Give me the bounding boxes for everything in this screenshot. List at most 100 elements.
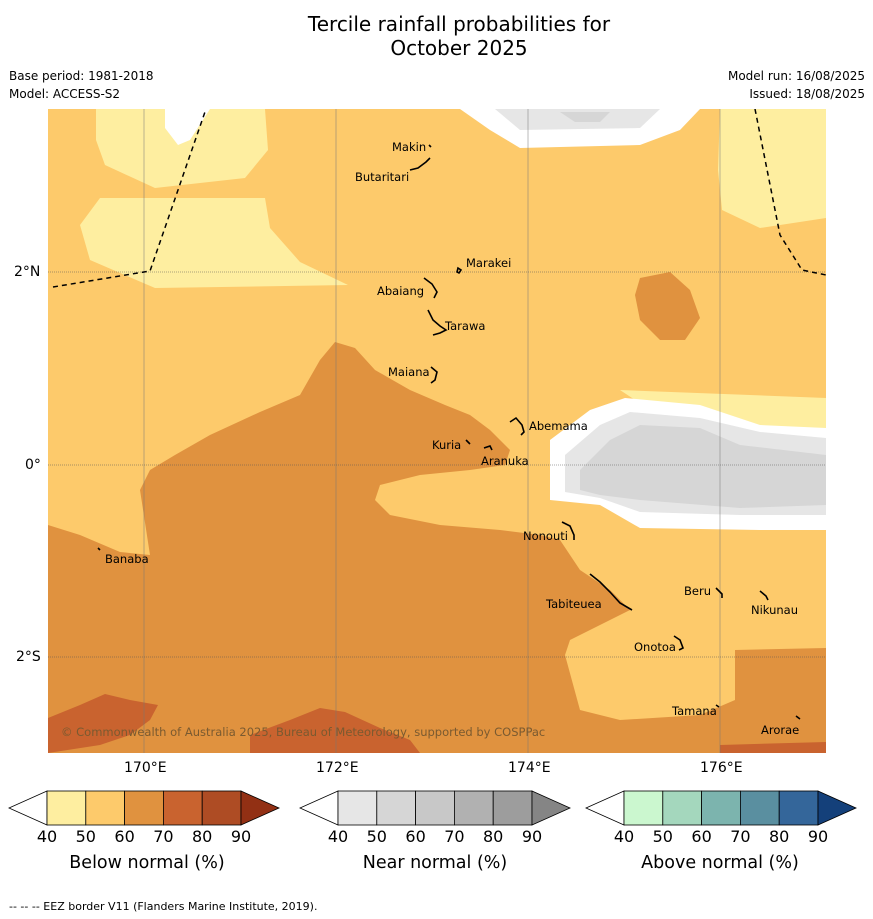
colorbar-label-above: Above normal (%) [641,853,799,873]
region-below-60-70-south [48,342,826,753]
island-onotoa [673,635,685,651]
island-tabiteuea [589,573,633,611]
colorbar-near-tick: 90 [521,827,543,846]
colorbar-above-segment [662,790,702,826]
region-below-60-70-east [635,272,700,340]
base-period: Base period: 1981-2018 [9,69,154,83]
colorbar-below-tick: 70 [153,827,174,846]
label-kuria: Kuria [432,438,461,452]
island-marakei [456,266,463,275]
label-makin: Makin [392,140,426,154]
place-labels: Makin Butaritari Marakei Abaiang Tarawa … [105,140,799,737]
label-maiana: Maiana [388,365,430,379]
colorbar-near-segment [415,790,455,826]
colorbar-above-tick: 50 [652,827,673,846]
colorbar-above-segment [623,790,664,826]
lat-label-2s: 2°S [16,649,41,665]
colorbar-near-tick: 60 [405,827,426,846]
island-kuria [465,439,471,445]
region-near-east-inner [580,425,826,508]
colorbar-above-tick: 80 [769,827,790,846]
island-arorae [795,715,801,720]
label-arorae: Arorae [761,723,799,737]
colorbar-near-segment [337,790,378,826]
label-beru: Beru [684,584,711,598]
region-below-70-80-south [250,708,420,753]
colorbar-below-segment [201,790,242,826]
label-tabiteuea: Tabiteuea [545,597,602,611]
colorbar-below-tick: 60 [114,827,135,846]
region-below-70-80-se [720,742,826,753]
island-maiana [430,366,438,384]
colorbar-below-max-extend [240,790,280,826]
map-title: Tercile rainfall probabilities for Octob… [0,12,873,60]
colorbar-below-tick: 90 [230,827,252,846]
label-banaba: Banaba [105,552,149,566]
colorbar-above-tick: 90 [807,827,829,846]
label-marakei: Marakei [466,256,511,270]
lon-label-172e: 172°E [316,760,359,776]
colorbar-near-segment [492,790,533,826]
label-butaritari: Butaritari [355,170,409,184]
colorbar-near-max-extend [531,790,571,826]
colorbar-above-min-extend [585,790,625,826]
colorbar-above-tick: 70 [730,827,751,846]
island-makin [428,144,432,148]
eez-border-east [754,109,826,276]
island-abaiang [423,277,438,299]
colorbar-below-segment [124,790,164,826]
region-below-70-80-sw [48,694,158,753]
model-run: Model run: 16/08/2025 [727,69,865,83]
colorbar-label-near: Near normal (%) [362,853,508,873]
colorbar-near-segment [376,790,416,826]
region-below-40-50-north [96,109,268,188]
label-nikunau: Nikunau [751,603,798,617]
label-aranuka: Aranuka [481,454,529,468]
region-near-north-inner [560,112,610,122]
map-area: Makin Butaritari Marakei Abaiang Tarawa … [48,109,826,753]
label-tamana: Tamana [671,704,717,718]
colorbar-below-segment [46,790,87,826]
islands [97,144,801,720]
model-name: Model: ACCESS-S2 [9,87,121,101]
colorbar-below-tick: 80 [192,827,213,846]
lat-label-2n: 2°N [14,264,41,280]
colorbar-above-segment [778,790,819,826]
island-nonouti [561,521,575,540]
colorbar-near-tick: 50 [366,827,387,846]
copyright-notice: © Commonwealth of Australia 2025, Bureau… [61,725,545,739]
island-tamana [715,704,720,708]
colorbar-above-tick: 60 [691,827,712,846]
colorbar-below-segment [85,790,126,826]
island-aranuka [483,445,493,451]
colorbar-below-segment [162,790,203,826]
colorbar-near-min-extend [299,790,339,826]
region-below-40-50-west [80,198,348,288]
colorbar-below-tick: 50 [75,827,96,846]
colorbar-near-tick: 80 [483,827,504,846]
island-butaritari [409,157,431,171]
meta-left: Base period: 1981-2018 Model: ACCESS-S2 [9,67,154,103]
colorbar-near-tick: 70 [444,827,465,846]
colorbar-above-max-extend [817,790,857,826]
colorbar-above-segment [740,790,780,826]
lon-label-174e: 174°E [508,760,551,776]
colorbar-below-tick: 40 [36,827,58,846]
label-nonouti: Nonouti [523,529,568,543]
lon-label-176e: 176°E [700,760,743,776]
island-beru [715,587,723,598]
island-abemama [509,416,525,436]
island-tarawa [427,309,448,336]
lon-label-170e: 170°E [124,760,167,776]
island-banaba [97,547,101,551]
colorbar-near-tick: 40 [327,827,349,846]
colorbar-below-min-extend [8,790,48,826]
label-tarawa: Tarawa [444,319,485,333]
title-line-2: October 2025 [390,36,528,60]
colorbar-above-tick: 40 [613,827,635,846]
region-below-40-50-northeast [718,109,826,228]
label-abemama: Abemama [529,419,588,433]
colorbar-near-segment [453,790,494,826]
region-white-nw [165,109,210,145]
